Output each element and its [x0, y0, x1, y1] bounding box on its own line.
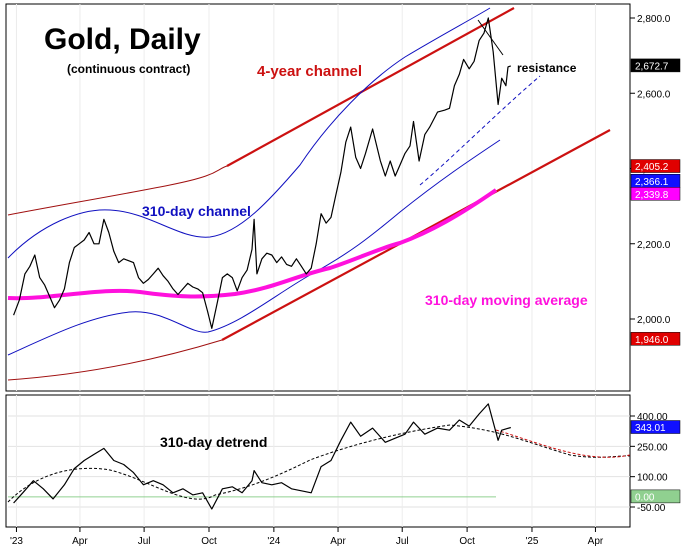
chart-subtitle: (continuous contract)	[67, 62, 190, 76]
detrend-y-tick-label: -50.00	[637, 503, 666, 514]
price-y-tick-label: 2,000.0	[637, 315, 671, 326]
detrend-title: 310-day detrend	[160, 434, 267, 450]
price-label-0-box	[630, 58, 681, 73]
price-y-tick-label: 2,600.0	[637, 89, 671, 100]
chart-title: Gold, Daily	[44, 23, 201, 56]
detrend-panel-frame	[5, 394, 631, 528]
price-label-0: 2,672.7	[630, 58, 681, 73]
detrend-label-1-text: 0.00	[635, 492, 655, 503]
detrend-y-tick-label: 250.00	[637, 442, 668, 453]
price-grid	[15, 4, 596, 391]
detrend-projection	[495, 429, 631, 458]
price-label-2-text: 2,366.1	[635, 177, 669, 188]
detrend-y-axis: 400.00 250.00 100.00 -50.00	[630, 412, 668, 514]
price-label-1: 2,405.2	[630, 159, 681, 173]
x-axis: '23 Apr Jul Oct '24 Apr Jul Oct '25 Apr	[10, 527, 604, 547]
x-tick-label: Oct	[459, 536, 475, 547]
price-label-2: 2,366.1	[630, 174, 681, 188]
channel-310	[7, 7, 541, 356]
x-tick-label: '24	[267, 536, 280, 547]
x-tick-label: Oct	[201, 536, 217, 547]
x-tick-label: Apr	[72, 536, 88, 547]
x-tick-label: Apr	[588, 536, 604, 547]
resistance-label: resistance	[517, 61, 577, 75]
resistance-line	[477, 19, 504, 56]
detrend-labels: 343.01 0.00	[630, 420, 681, 504]
detrend-label-1: 0.00	[630, 489, 681, 504]
detrend-line	[13, 403, 511, 510]
price-label-4-text: 1,946.0	[635, 335, 669, 346]
price-y-tick-label: 2,200.0	[637, 240, 671, 251]
price-label-1-text: 2,405.2	[635, 162, 669, 173]
detrend-cycle-curve	[7, 424, 631, 503]
x-tick-label: Jul	[396, 536, 409, 547]
x-tick-label: '25	[525, 536, 538, 547]
price-label-3-box	[630, 187, 681, 201]
four-year-channel-upper-curve	[7, 165, 228, 216]
channel-310-projection	[419, 75, 541, 186]
price-label-1-box	[630, 159, 681, 173]
price-label-3: 2,339.8	[630, 187, 681, 201]
detrend-y-tick-label: 400.00	[637, 412, 668, 423]
price-label-3-text: 2,339.8	[635, 190, 669, 201]
x-tick-label: '23	[10, 536, 23, 547]
ma-310-label: 310-day moving average	[425, 292, 588, 308]
price-label-4: 1,946.0	[630, 332, 681, 346]
four-year-channel-lower-curve	[7, 339, 223, 381]
detrend-label-0: 343.01	[630, 420, 681, 434]
channel-310-upper-band	[7, 7, 491, 259]
price-label-4-box	[630, 332, 681, 346]
price-panel-frame	[5, 3, 631, 392]
channel-310-label: 310-day channel	[142, 203, 251, 219]
four-year-channel-label: 4-year channel	[257, 63, 362, 80]
x-tick-label: Apr	[330, 536, 346, 547]
price-label-0-text: 2,672.7	[635, 61, 669, 72]
price-labels: 2,672.7 2,405.2 2,366.1 2,339.8 1,946.0	[630, 58, 681, 346]
x-tick-label: Jul	[138, 536, 151, 547]
detrend-label-0-box	[630, 420, 681, 434]
channel-310-lower-band	[7, 139, 501, 356]
gold-price-line	[13, 17, 512, 329]
four-year-channel-upper-line	[226, 7, 515, 167]
price-y-tick-label: 2,800.0	[637, 14, 671, 25]
detrend-label-0-text: 343.01	[635, 423, 666, 434]
detrend-label-1-box	[630, 489, 681, 504]
detrend-y-tick-label: 100.00	[637, 473, 668, 484]
ma-310-line	[7, 188, 498, 301]
detrend-grid	[8, 395, 630, 527]
